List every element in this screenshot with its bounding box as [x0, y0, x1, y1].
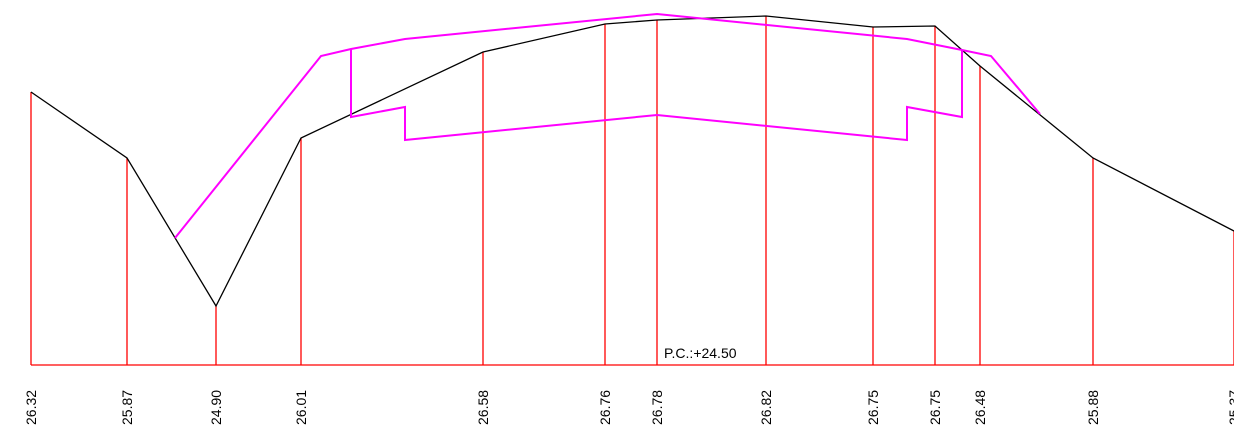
road-surface-line [174, 12, 1041, 239]
elevation-label: 26.82 [758, 390, 774, 425]
elevation-label: 26.32 [23, 390, 39, 425]
elevation-label: 25.88 [1085, 390, 1101, 425]
elevation-label: 26.75 [865, 390, 881, 425]
road-pavement-outline [350, 49, 963, 142]
elevation-label: 25.37 [1226, 390, 1234, 425]
elevation-label: 26.48 [972, 390, 988, 425]
elevation-label: 25.87 [119, 390, 135, 425]
elevation-label: 26.76 [597, 390, 613, 425]
terrain-profile-line [30, 15, 1234, 308]
elevation-labels: 26.32 25.87 24.90 26.01 26.58 26.76 26.78 26.82… [23, 390, 1234, 425]
elevation-label: 24.90 [208, 390, 224, 425]
elevation-label: 26.75 [927, 390, 943, 425]
station-lines [30, 16, 1234, 365]
chainage-label: P.C.:+24.50 [664, 345, 737, 361]
elevation-label: 26.78 [649, 390, 665, 425]
road-section-outline [174, 12, 1041, 239]
elevation-label: 26.01 [293, 390, 309, 425]
elevation-label: 26.58 [475, 390, 491, 425]
